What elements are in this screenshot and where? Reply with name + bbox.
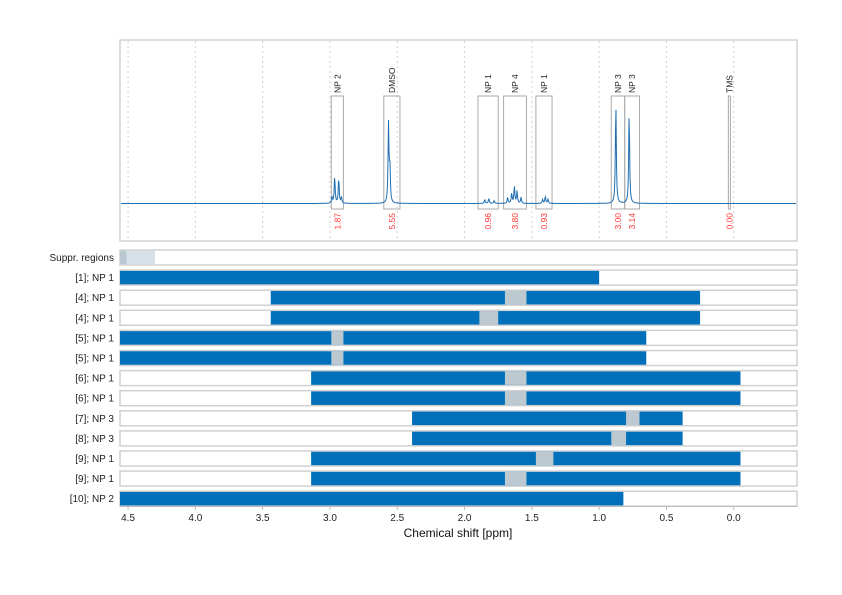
row-bar: [270, 290, 701, 305]
row-label: [9]; NP 1: [75, 454, 114, 465]
row-gap: [479, 311, 499, 325]
row-gap: [535, 451, 554, 466]
row-gap: [504, 471, 527, 486]
region-box: [535, 95, 553, 210]
integral-label: 5.55: [387, 213, 397, 230]
region-box: [624, 95, 641, 210]
row-label: [5]; NP 1: [75, 354, 114, 365]
row-label: Suppr. regions: [50, 253, 115, 264]
assignment-row: [8]; NP 3: [75, 430, 798, 447]
spectrum-panel-frame: [119, 39, 798, 242]
assignment-row: [9]; NP 1: [75, 450, 798, 467]
row-label: [1]; NP 1: [75, 273, 114, 284]
assignment-row: [9]; NP 1: [75, 470, 798, 487]
assignment-row: [6]; NP 1: [75, 389, 798, 407]
integral-label: 0.96: [483, 213, 493, 230]
row-label: [9]; NP 1: [75, 474, 114, 485]
row-gap: [331, 351, 344, 365]
row-gap: [504, 391, 527, 405]
row-label: [6]; NP 1: [75, 374, 114, 385]
region-label: NP 2: [332, 74, 342, 93]
assignment-rows: Suppr. regions [1]; NP 1 [4]; NP 1 [4]; NP …: [50, 249, 798, 507]
assignment-row: [6]; NP 1: [75, 369, 798, 387]
assignment-row: Suppr. regions: [50, 249, 798, 266]
row-label: [8]; NP 3: [75, 434, 114, 445]
region-label: NP 1: [539, 74, 549, 93]
row-bar: [412, 411, 683, 426]
assignment-row: [7]; NP 3: [75, 410, 798, 427]
x-tick-label: 1.5: [525, 513, 539, 524]
x-tick-label: 4.5: [121, 513, 135, 524]
row-gap: [331, 331, 344, 345]
integral-label: 1.87: [332, 213, 342, 230]
spectrum-regions: NP 2 1.87 DMSO 5.55 NP 1 0.96 NP 4 3.80 NP 1 0.93…: [330, 67, 734, 230]
integral-label: 3.00: [613, 213, 623, 230]
row-label: [4]; NP 1: [75, 293, 114, 304]
assignment-row: [10]; NP 2: [70, 490, 798, 507]
row-gap: [626, 411, 640, 426]
region-box: [477, 95, 499, 210]
assignment-row: [4]; NP 1: [75, 309, 798, 327]
x-tick-label: 0.0: [727, 513, 741, 524]
row-bar: [120, 351, 647, 365]
x-tick-label: 1.0: [592, 513, 606, 524]
x-tick-label: 0.5: [659, 513, 673, 524]
row-gap: [504, 371, 527, 385]
row-frame: [119, 249, 798, 266]
x-tick-label: 4.0: [188, 513, 202, 524]
suppressed-region: [120, 250, 127, 265]
region-label: NP 3: [613, 74, 623, 93]
region-box: [727, 95, 731, 210]
assignment-row: [4]; NP 1: [75, 289, 798, 306]
row-gap: [504, 290, 527, 305]
row-label: [4]; NP 1: [75, 313, 114, 324]
x-tick-label: 2.5: [390, 513, 404, 524]
row-gap: [611, 431, 627, 446]
assignment-row: [5]; NP 1: [75, 329, 798, 347]
region-box: [383, 95, 401, 210]
x-tick-label: 2.0: [458, 513, 472, 524]
region-box: [610, 95, 626, 210]
x-tick-label: 3.0: [323, 513, 337, 524]
x-axis: 4.5 4.0 3.5 3.0 2.5 2.0 1.5 1.0 0.5 0.0: [120, 506, 797, 524]
row-bar: [120, 270, 600, 285]
region-label: TMS: [724, 75, 734, 93]
integral-label: 0.93: [539, 213, 549, 230]
x-tick-label: 3.5: [256, 513, 270, 524]
row-label: [10]; NP 2: [70, 494, 115, 505]
region-label: NP 1: [483, 74, 493, 93]
spectrum-line: [121, 109, 796, 204]
region-label: DMSO: [387, 67, 397, 93]
gridlines: [127, 41, 735, 240]
x-axis-label: Chemical shift [ppm]: [404, 526, 513, 540]
region-label: NP 3: [627, 74, 637, 93]
row-label: [7]; NP 3: [75, 414, 114, 425]
region-box: [330, 95, 344, 210]
row-bar: [412, 431, 683, 446]
integral-label: 3.14: [627, 213, 637, 230]
row-label: [5]; NP 1: [75, 333, 114, 344]
assignment-row: [1]; NP 1: [75, 269, 798, 286]
row-label: [6]; NP 1: [75, 394, 114, 405]
suppressed-region: [126, 250, 155, 265]
row-bar: [311, 451, 741, 466]
integral-label: 0.00: [724, 213, 734, 230]
region-label: NP 4: [510, 74, 520, 93]
region-box: [503, 95, 527, 210]
assignment-row: [5]; NP 1: [75, 349, 798, 367]
row-bar: [120, 491, 624, 506]
row-bar: [120, 331, 647, 345]
integral-label: 3.80: [510, 213, 520, 230]
